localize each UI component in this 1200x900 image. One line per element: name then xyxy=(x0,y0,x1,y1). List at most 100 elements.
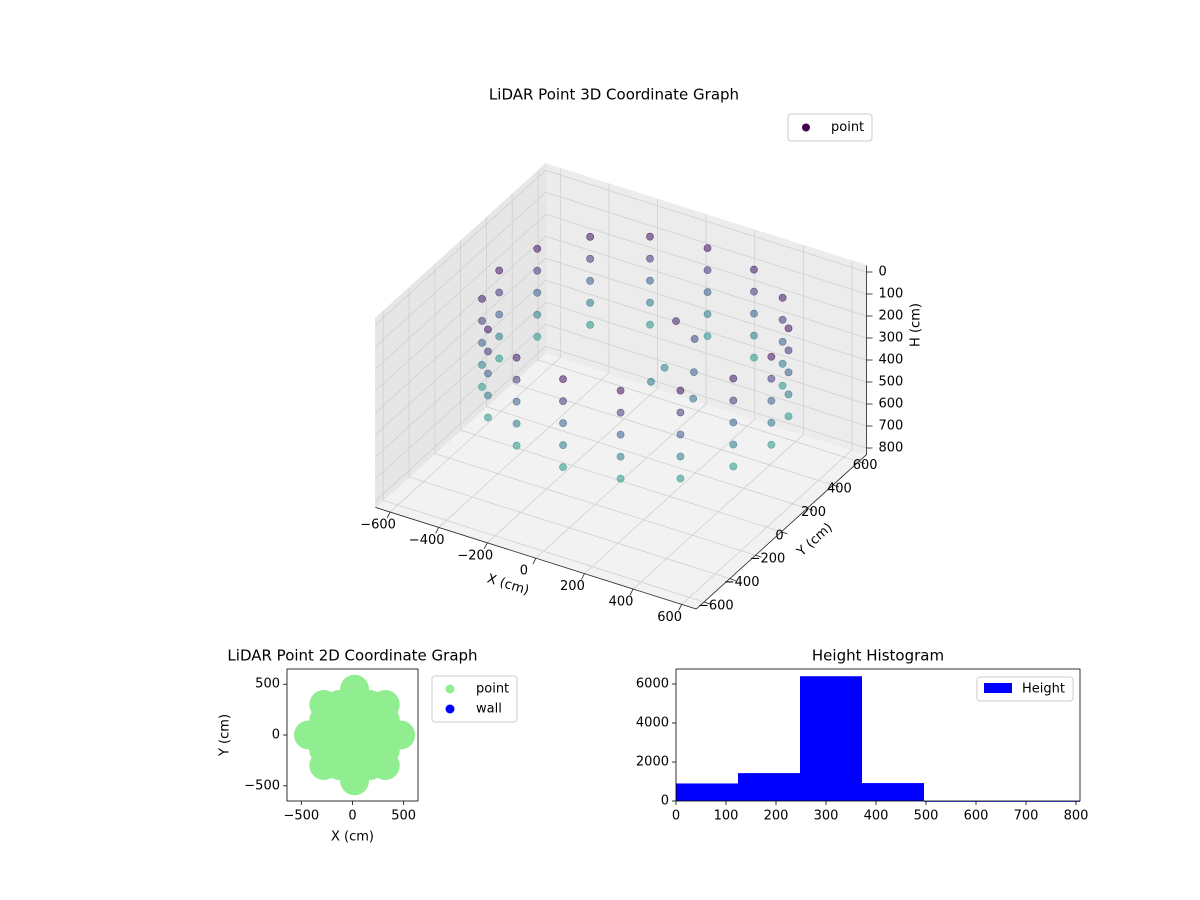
histogram-bar xyxy=(676,783,738,801)
x-tick-label: −600 xyxy=(360,518,396,533)
point xyxy=(676,452,685,461)
x-tick-label: 0 xyxy=(348,809,356,824)
point xyxy=(778,359,787,368)
point xyxy=(386,720,416,750)
z-tick-label: 0 xyxy=(879,265,887,280)
point xyxy=(646,254,654,263)
point xyxy=(559,397,567,406)
grid-line xyxy=(460,240,782,533)
x-tick xyxy=(386,511,391,519)
point xyxy=(784,412,793,421)
point xyxy=(616,386,625,395)
point xyxy=(750,353,758,362)
z-tick-label: 500 xyxy=(879,375,904,390)
histogram-bar xyxy=(800,676,862,801)
x-tick-label: 400 xyxy=(864,809,889,824)
y-tick xyxy=(858,461,865,464)
y-tick-label: 0 xyxy=(272,728,280,743)
x-tick-label: 200 xyxy=(560,579,585,594)
histogram-bar xyxy=(862,783,924,801)
grid-line xyxy=(389,168,561,513)
point xyxy=(690,368,698,376)
point xyxy=(784,346,793,355)
grid-line xyxy=(632,245,804,590)
x-tick-label: 300 xyxy=(814,809,839,824)
point xyxy=(484,369,492,378)
grid-line xyxy=(434,264,756,556)
grid-line xyxy=(375,279,867,436)
point xyxy=(533,244,542,253)
grid-line xyxy=(511,194,834,486)
point xyxy=(784,324,793,333)
point xyxy=(495,310,504,319)
grid-line xyxy=(375,257,867,414)
point xyxy=(767,440,776,449)
x-tick-label: 0 xyxy=(672,809,680,824)
point xyxy=(512,441,521,450)
y-tick-label: 0 xyxy=(661,794,669,809)
point xyxy=(703,310,712,319)
z-tick-label: 200 xyxy=(879,309,904,324)
histogram-bar xyxy=(924,801,986,802)
point xyxy=(646,298,654,307)
y-tick xyxy=(703,601,711,605)
point xyxy=(784,390,793,399)
y-tick-label: −200 xyxy=(750,552,786,567)
point xyxy=(512,397,521,406)
point xyxy=(586,298,595,307)
point xyxy=(478,316,486,325)
x-tick-label: 500 xyxy=(914,809,939,824)
y-tick-label: −600 xyxy=(698,599,734,614)
y-tick-label: 600 xyxy=(853,458,878,473)
x-tick-label: 200 xyxy=(764,809,789,824)
point xyxy=(729,374,738,383)
point xyxy=(533,332,542,341)
z-tick-label: 700 xyxy=(879,419,904,434)
histogram-bar xyxy=(1048,801,1080,802)
point xyxy=(646,320,654,329)
plot-area xyxy=(293,674,416,796)
point xyxy=(370,690,400,720)
point xyxy=(495,354,504,363)
x-tick-label: 0 xyxy=(520,564,528,579)
grid-line xyxy=(375,345,867,502)
legend-box xyxy=(787,113,873,142)
point xyxy=(484,413,492,422)
point xyxy=(586,232,595,241)
x-tick-label: 400 xyxy=(609,595,634,610)
grid-line xyxy=(408,287,730,580)
grid-line xyxy=(375,191,867,348)
x-tick-label: 800 xyxy=(1064,809,1089,824)
x-tick xyxy=(483,542,488,549)
x-tick xyxy=(435,527,440,534)
point xyxy=(676,408,685,417)
point xyxy=(616,430,625,439)
point xyxy=(478,338,486,347)
legend-label: point xyxy=(476,682,509,697)
y-tick-label: 6000 xyxy=(636,677,669,692)
point xyxy=(512,353,521,362)
point xyxy=(495,288,504,297)
point xyxy=(729,462,738,471)
x-tick-label: 700 xyxy=(1014,809,1039,824)
grid-line xyxy=(375,169,867,326)
histogram-bar xyxy=(738,773,800,801)
point xyxy=(689,394,698,403)
point xyxy=(559,419,567,428)
x-tick xyxy=(532,558,537,565)
z-tick-label: 800 xyxy=(879,441,904,456)
x-axis-line xyxy=(375,507,697,610)
point xyxy=(778,293,787,302)
histogram-bar xyxy=(986,801,1048,802)
point xyxy=(660,363,669,372)
point xyxy=(616,408,625,417)
chart-title: LiDAR Point 2D Coordinate Graph xyxy=(227,647,477,665)
point xyxy=(703,266,712,275)
point xyxy=(484,347,492,356)
point xyxy=(729,440,738,449)
chart-title: Height Histogram xyxy=(812,647,944,665)
point xyxy=(767,352,776,361)
point xyxy=(778,381,787,390)
y-tick xyxy=(807,508,814,511)
